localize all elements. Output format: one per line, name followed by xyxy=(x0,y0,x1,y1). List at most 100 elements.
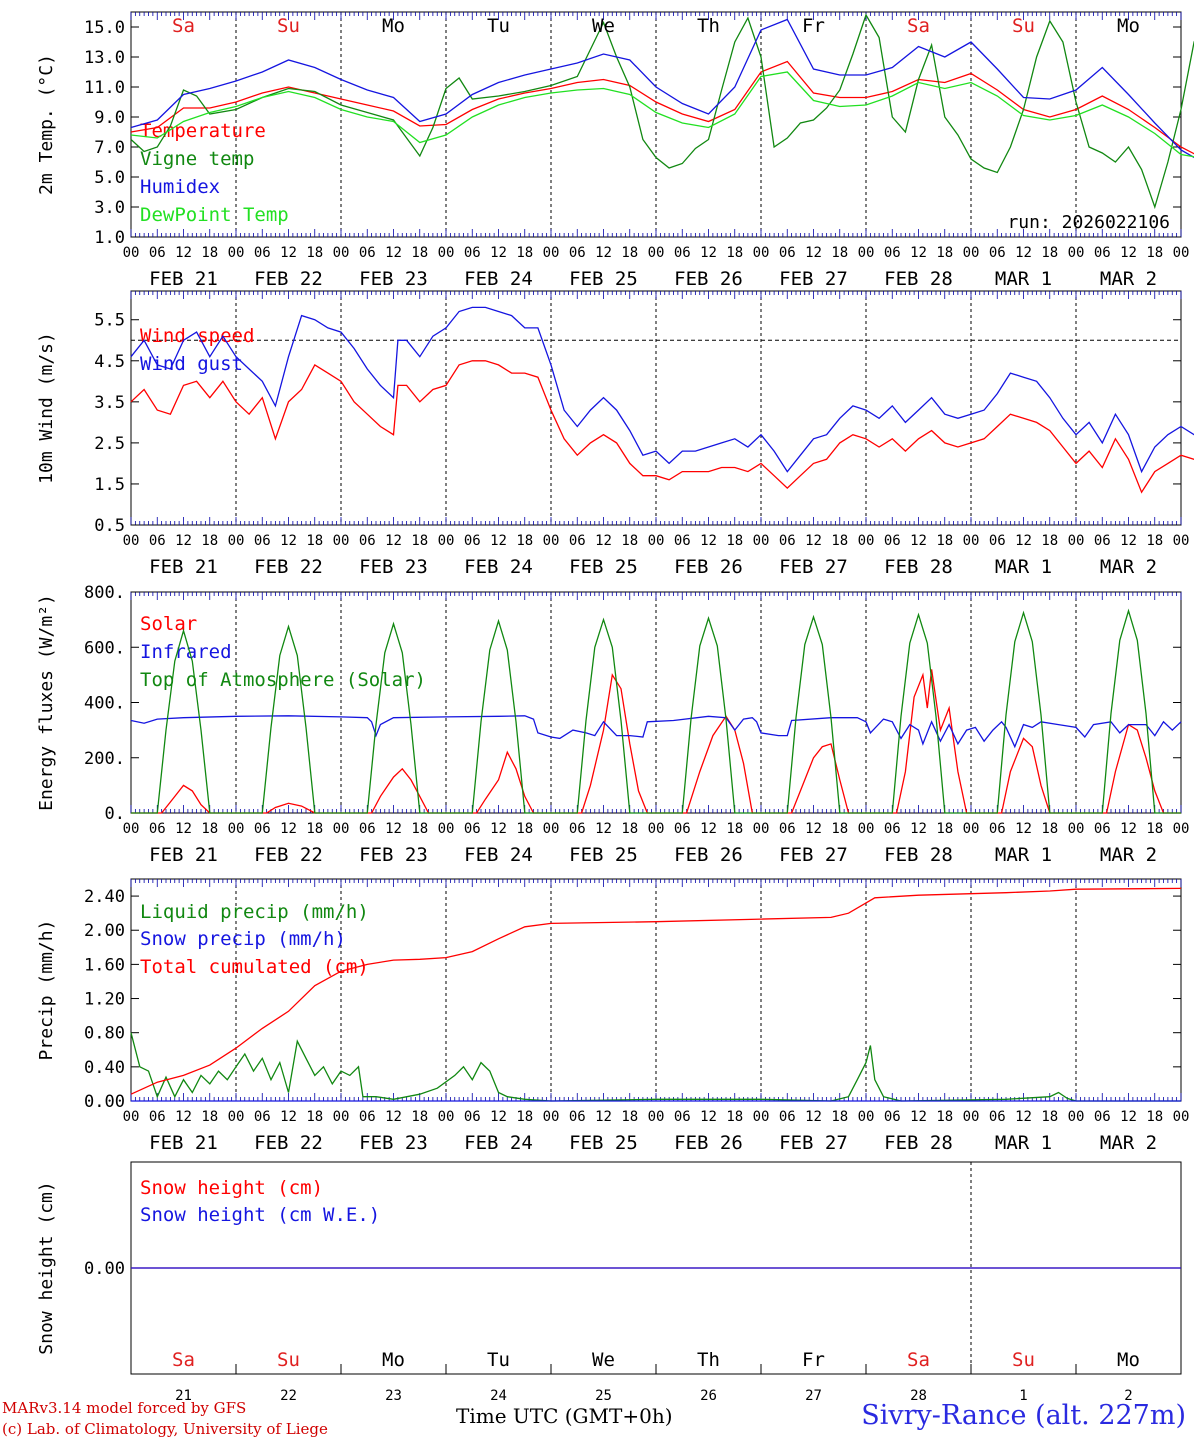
hour-tick-label: 06 xyxy=(254,821,271,837)
y-tick-label: 0.00 xyxy=(84,1092,125,1112)
hour-tick-label: 06 xyxy=(674,533,691,549)
date-label: FEB 26 xyxy=(674,268,743,290)
hour-tick-label: 18 xyxy=(516,821,533,837)
hour-tick-label: 06 xyxy=(779,1109,796,1125)
date-label: MAR 1 xyxy=(995,844,1052,866)
hour-tick-label: 18 xyxy=(831,533,848,549)
day-number-label: 25 xyxy=(595,1388,612,1404)
hour-tick-label: 00 xyxy=(963,245,980,261)
day-number-label: 27 xyxy=(805,1388,822,1404)
hour-tick-label: 06 xyxy=(674,1109,691,1125)
y-tick-label: 1.20 xyxy=(84,990,125,1010)
hour-tick-label: 18 xyxy=(936,1109,953,1125)
hour-tick-label: 06 xyxy=(464,1109,481,1125)
weekday-label: Sa xyxy=(172,1349,195,1371)
date-label: FEB 27 xyxy=(779,1132,848,1154)
date-label: MAR 2 xyxy=(1100,556,1157,578)
y-tick-label: 200. xyxy=(84,749,125,769)
weekday-label: We xyxy=(592,15,615,37)
legend-label: Wind gust xyxy=(140,353,243,375)
hour-tick-label: 00 xyxy=(753,1109,770,1125)
hour-tick-label: 12 xyxy=(280,533,297,549)
hour-tick-label: 12 xyxy=(805,821,822,837)
y-tick-label: 0.80 xyxy=(84,1024,125,1044)
hour-tick-label: 06 xyxy=(1094,245,1111,261)
y-tick-label: 400. xyxy=(84,694,125,714)
weekday-label: Sa xyxy=(907,1349,930,1371)
hour-tick-label: 00 xyxy=(1173,533,1190,549)
hour-tick-label: 18 xyxy=(1146,533,1163,549)
hour-tick-label: 00 xyxy=(543,245,560,261)
date-label: FEB 22 xyxy=(254,844,323,866)
hour-tick-label: 18 xyxy=(411,533,428,549)
hour-tick-label: 06 xyxy=(254,1109,271,1125)
date-label: MAR 2 xyxy=(1100,1132,1157,1154)
y-tick-label: 0.40 xyxy=(84,1058,125,1078)
panel-temp: 1.0 3.0 5.0 7.0 9.0 11.0 13.0 15.0 2m Temp. (°C)… xyxy=(36,11,1194,290)
hour-tick-label: 12 xyxy=(910,1109,927,1125)
weekday-label: Fr xyxy=(802,15,825,37)
series-line-infrared xyxy=(130,715,1182,749)
hour-tick-label: 00 xyxy=(543,821,560,837)
date-label: FEB 26 xyxy=(674,1132,743,1154)
hour-tick-label: 06 xyxy=(1094,1109,1111,1125)
weekday-label: Mo xyxy=(1117,1349,1140,1371)
date-label: FEB 21 xyxy=(149,1132,218,1154)
hour-tick-label: 06 xyxy=(359,821,376,837)
hour-tick-label: 00 xyxy=(123,1109,140,1125)
date-label: FEB 21 xyxy=(149,268,218,290)
hour-tick-label: 18 xyxy=(936,533,953,549)
hour-tick-label: 00 xyxy=(1173,245,1190,261)
y-tick-label: 0. xyxy=(105,804,125,824)
hour-tick-label: 06 xyxy=(359,533,376,549)
hour-tick-label: 06 xyxy=(254,533,271,549)
panel-energy: 0. 200. 400. 600. 800. Energy fluxes (W/m²) So… xyxy=(36,583,1189,866)
date-label: FEB 25 xyxy=(569,268,638,290)
y-axis-title: 10m Wind (m/s) xyxy=(36,332,57,484)
y-axis-title: Snow height (cm) xyxy=(36,1181,57,1354)
hour-tick-label: 00 xyxy=(648,821,665,837)
hour-tick-label: 06 xyxy=(989,821,1006,837)
hour-tick-label: 00 xyxy=(228,1109,245,1125)
hour-tick-label: 00 xyxy=(543,1109,560,1125)
weekday-label: Fr xyxy=(802,1349,825,1371)
hour-tick-label: 00 xyxy=(123,821,140,837)
hour-tick-label: 00 xyxy=(1173,1109,1190,1125)
hour-tick-label: 06 xyxy=(464,245,481,261)
date-label: FEB 22 xyxy=(254,556,323,578)
weekday-label: Mo xyxy=(1117,15,1140,37)
hour-tick-label: 12 xyxy=(910,245,927,261)
hour-tick-label: 18 xyxy=(411,245,428,261)
date-label: MAR 1 xyxy=(995,1132,1052,1154)
series-line-total-cumulated-cm- xyxy=(130,887,1182,1095)
hour-tick-label: 00 xyxy=(123,245,140,261)
day-number-label: 21 xyxy=(175,1388,192,1404)
hour-tick-label: 12 xyxy=(1015,245,1032,261)
day-number-label: 24 xyxy=(490,1388,507,1404)
y-tick-label: 3.5 xyxy=(94,393,125,413)
legend-label: Snow height (cm) xyxy=(140,1177,323,1199)
hour-tick-label: 06 xyxy=(1094,533,1111,549)
hour-tick-label: 12 xyxy=(700,1109,717,1125)
hour-tick-label: 12 xyxy=(280,821,297,837)
date-label: FEB 23 xyxy=(359,844,428,866)
hour-tick-label: 00 xyxy=(333,245,350,261)
y-tick-label: 2.5 xyxy=(94,434,125,454)
hour-tick-label: 18 xyxy=(516,533,533,549)
hour-tick-label: 12 xyxy=(1120,533,1137,549)
hour-tick-label: 06 xyxy=(359,245,376,261)
hour-tick-label: 12 xyxy=(805,533,822,549)
legend-label: Snow height (cm W.E.) xyxy=(140,1204,380,1226)
series-line-wind-speed xyxy=(130,360,1194,494)
hour-tick-label: 06 xyxy=(569,533,586,549)
hour-tick-label: 12 xyxy=(385,1109,402,1125)
weekday-label: Mo xyxy=(382,1349,405,1371)
hour-tick-label: 18 xyxy=(1146,245,1163,261)
date-label: MAR 2 xyxy=(1100,844,1157,866)
hour-tick-label: 18 xyxy=(621,245,638,261)
hour-tick-label: 06 xyxy=(464,821,481,837)
weekday-label: Su xyxy=(277,1349,300,1371)
date-label: FEB 22 xyxy=(254,268,323,290)
hour-tick-label: 06 xyxy=(149,533,166,549)
series-line-humidex xyxy=(130,18,1194,159)
